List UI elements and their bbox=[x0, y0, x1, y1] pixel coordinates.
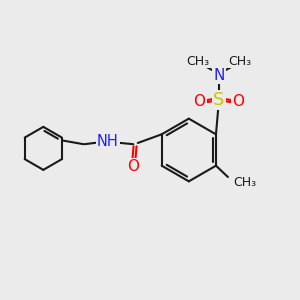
Text: CH₃: CH₃ bbox=[228, 55, 251, 68]
Text: N: N bbox=[213, 68, 225, 83]
Text: O: O bbox=[232, 94, 244, 109]
Text: S: S bbox=[213, 91, 225, 109]
Text: NH: NH bbox=[97, 134, 119, 149]
Text: O: O bbox=[194, 94, 206, 109]
Text: O: O bbox=[127, 159, 139, 174]
Text: CH₃: CH₃ bbox=[187, 55, 210, 68]
Text: CH₃: CH₃ bbox=[233, 176, 256, 189]
